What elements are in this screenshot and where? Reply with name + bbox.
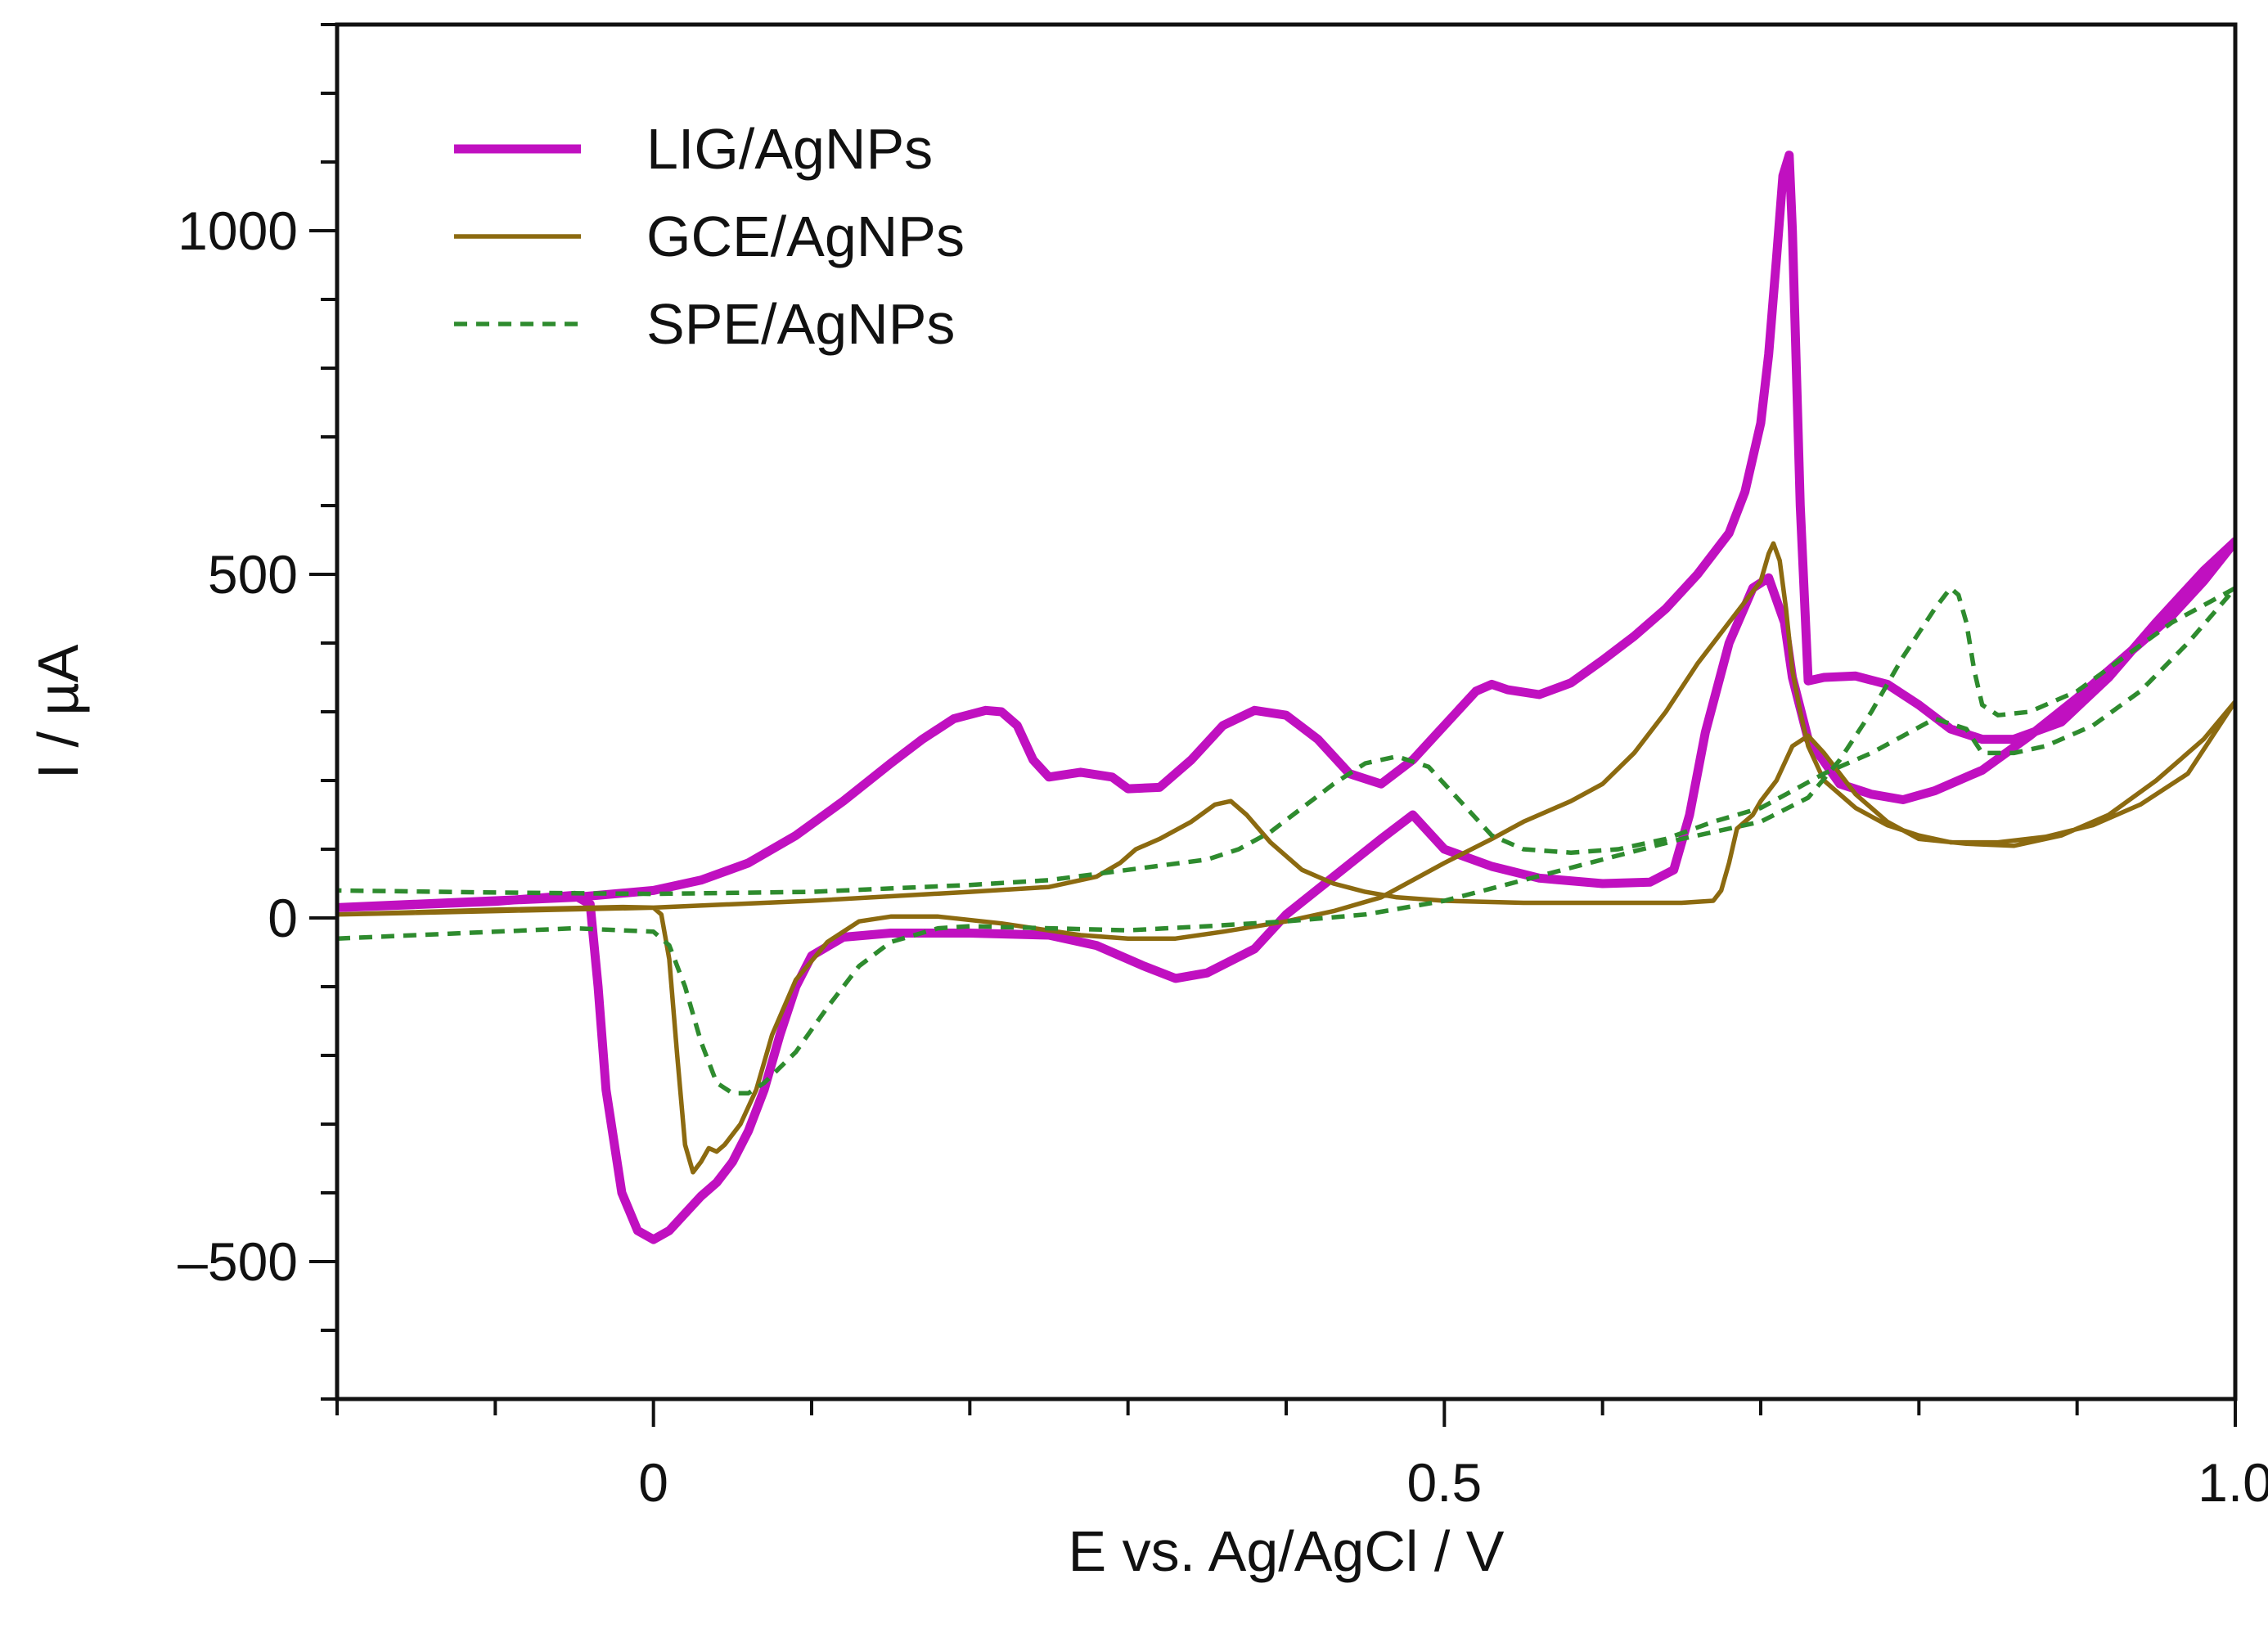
- y-tick-label: 1000: [178, 200, 298, 261]
- ticks-layer: –500 0 500 1000 0 0.5 1.0: [178, 23, 2268, 1513]
- x-axis-title: E vs. Ag/AgCl / V: [1069, 1519, 1505, 1583]
- series-layer: [337, 151, 2235, 1244]
- x-tick-label: 0: [638, 1452, 668, 1513]
- series-line-spe-agnps: [337, 586, 2235, 1095]
- y-axis-title: I / µA: [26, 644, 90, 779]
- y-tick-label: –500: [178, 1231, 298, 1292]
- y-tick-label: 0: [268, 888, 298, 948]
- x-tick-label: 0.5: [1406, 1452, 1482, 1513]
- legend-label: SPE/AgNPs: [646, 292, 955, 356]
- series-line-lig-agnps: [337, 151, 2235, 1244]
- x-tick-label: 1.0: [2198, 1452, 2268, 1513]
- legend-label: GCE/AgNPs: [646, 205, 965, 268]
- legend-label: LIG/AgNPs: [646, 117, 933, 181]
- y-tick-label: 500: [208, 544, 298, 605]
- legend: LIG/AgNPs GCE/AgNPs SPE/AgNPs: [454, 117, 965, 356]
- series-line-gce-agnps: [337, 541, 2235, 1175]
